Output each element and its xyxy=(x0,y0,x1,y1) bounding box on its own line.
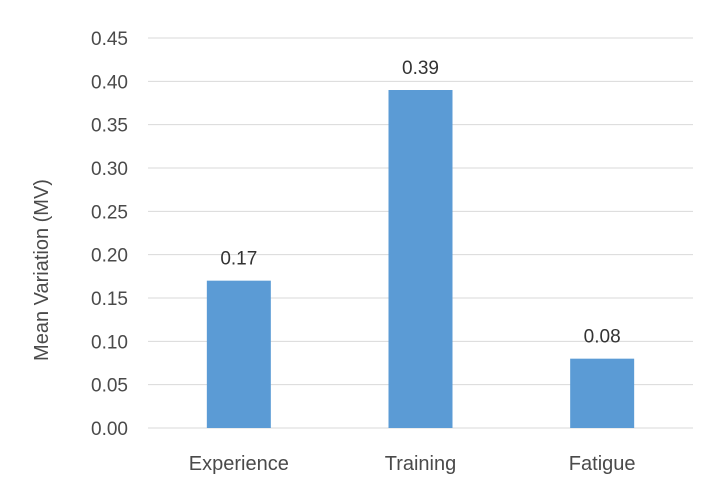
y-tick-label: 0.10 xyxy=(91,332,128,353)
y-tick-label: 0.15 xyxy=(91,289,128,310)
data-label-fatigue: 0.08 xyxy=(584,327,621,348)
y-tick-label: 0.30 xyxy=(91,159,128,180)
y-axis-ticks: 0.00 0.05 0.10 0.15 0.20 0.25 0.30 0.35 0.40 0.45 xyxy=(91,29,128,440)
x-tick-label-fatigue: Fatigue xyxy=(569,453,636,475)
data-label-training: 0.39 xyxy=(402,58,439,79)
y-tick-label: 0.20 xyxy=(91,246,128,267)
bar-experience xyxy=(206,280,271,428)
y-tick-label: 0.35 xyxy=(91,116,128,137)
x-tick-label-experience: Experience xyxy=(189,453,289,475)
y-tick-label: 0.45 xyxy=(91,29,128,50)
x-axis-ticks: Experience Training Fatigue xyxy=(189,453,636,475)
x-tick-label-training: Training xyxy=(385,453,457,475)
y-tick-label: 0.25 xyxy=(91,202,128,223)
y-axis-title: Mean Variation (MV) xyxy=(31,179,53,361)
bar-fatigue xyxy=(570,358,635,428)
bars xyxy=(206,90,635,428)
y-tick-label: 0.05 xyxy=(91,376,128,397)
data-labels: 0.17 0.39 0.08 xyxy=(220,58,620,348)
y-tick-label: 0.40 xyxy=(91,72,128,93)
bar-training xyxy=(388,90,453,428)
data-label-experience: 0.17 xyxy=(220,249,257,270)
y-tick-label: 0.00 xyxy=(91,419,128,440)
